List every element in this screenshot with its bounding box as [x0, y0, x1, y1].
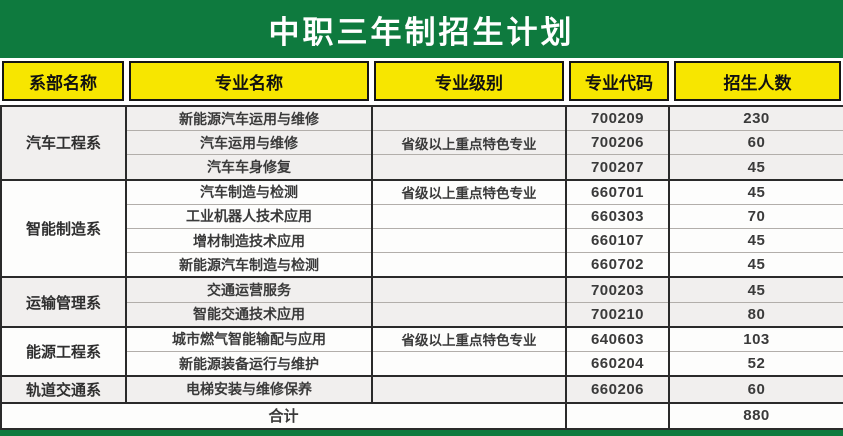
- major-cell: 新能源汽车运用与维修: [125, 105, 372, 132]
- level-cell: [371, 228, 566, 254]
- count-cell: 70: [668, 204, 843, 230]
- bottom-green-strip: [0, 430, 843, 436]
- dept-cell: 汽车工程系: [0, 105, 126, 181]
- code-cell: 700206: [565, 130, 669, 156]
- major-cell: 新能源装备运行与维护: [125, 351, 372, 378]
- major-cell: 增材制造技术应用: [125, 228, 372, 254]
- code-cell: 660701: [565, 179, 669, 205]
- table-row: 新能源汽车制造与检测 660702 45: [1, 252, 843, 279]
- table-row: 智能制造系 汽车制造与检测 省级以上重点特色专业 660701 45: [0, 179, 843, 279]
- table-row: 运输管理系 交通运营服务 700203 45: [0, 277, 843, 328]
- count-cell: 45: [668, 154, 843, 181]
- count-cell: 60: [668, 130, 843, 156]
- table-row: 能源工程系 城市燃气智能输配与应用 省级以上重点特色专业 640603 103: [0, 326, 843, 378]
- table-row: 汽车运用与维修 省级以上重点特色专业 700206 60: [1, 130, 843, 156]
- major-cell: 交通运营服务: [125, 277, 372, 303]
- level-cell: [371, 376, 566, 404]
- enrollment-table: 汽车工程系 新能源汽车运用与维修 700209 230 汽车运用与维修 省级以上…: [0, 105, 843, 431]
- major-cell: 汽车制造与检测: [125, 179, 372, 205]
- code-cell: 660702: [565, 252, 669, 279]
- table-row: 新能源装备运行与维护 660204 52: [1, 351, 843, 378]
- code-cell: 660204: [565, 351, 669, 378]
- major-cell: 智能交通技术应用: [125, 302, 372, 328]
- dept-cell: 智能制造系: [0, 179, 126, 279]
- major-cell: 汽车车身修复: [125, 154, 372, 181]
- level-cell: 省级以上重点特色专业: [371, 179, 566, 205]
- count-cell: 45: [668, 252, 843, 279]
- dept-cell: 轨道交通系: [0, 376, 126, 404]
- count-cell: 103: [668, 326, 843, 353]
- count-cell: 80: [668, 302, 843, 328]
- total-label-cell: 合计: [0, 402, 566, 431]
- header-cell-major: 专业名称: [129, 61, 369, 101]
- count-cell: 230: [668, 105, 843, 132]
- table-row: 增材制造技术应用 660107 45: [1, 228, 843, 254]
- header-cell-department: 系部名称: [2, 61, 124, 101]
- dept-cell: 运输管理系: [0, 277, 126, 328]
- count-cell: 45: [668, 228, 843, 254]
- table-row: 汽车工程系 新能源汽车运用与维修 700209 230: [0, 105, 843, 181]
- level-cell: [371, 252, 566, 279]
- major-cell: 电梯安装与维修保养: [125, 376, 372, 404]
- level-cell: [371, 154, 566, 181]
- count-cell: 52: [668, 351, 843, 378]
- code-cell: 660107: [565, 228, 669, 254]
- header-cell-count: 招生人数: [674, 61, 841, 101]
- table-row: 工业机器人技术应用 660303 70: [1, 204, 843, 230]
- major-cell: 汽车运用与维修: [125, 130, 372, 156]
- page-title: 中职三年制招生计划: [268, 14, 575, 50]
- level-cell: 省级以上重点特色专业: [371, 130, 566, 156]
- header-cell-code: 专业代码: [569, 61, 669, 101]
- count-cell: 45: [668, 179, 843, 205]
- table-row: 智能交通技术应用 700210 80: [1, 302, 843, 328]
- total-code-cell: [565, 402, 669, 431]
- level-cell: [371, 105, 566, 132]
- code-cell: 660206: [565, 376, 669, 404]
- major-cell: 工业机器人技术应用: [125, 204, 372, 230]
- table-row: 汽车车身修复 700207 45: [1, 154, 843, 181]
- code-cell: 700210: [565, 302, 669, 328]
- level-cell: [371, 277, 566, 303]
- code-cell: 700203: [565, 277, 669, 303]
- count-cell: 45: [668, 277, 843, 303]
- code-cell: 700207: [565, 154, 669, 181]
- level-cell: 省级以上重点特色专业: [371, 326, 566, 353]
- level-cell: [371, 302, 566, 328]
- total-row: 合计 880: [0, 402, 843, 431]
- code-cell: 660303: [565, 204, 669, 230]
- total-count-cell: 880: [668, 402, 843, 431]
- code-cell: 700209: [565, 105, 669, 132]
- title-bar: 中职三年制招生计划: [0, 0, 843, 58]
- table-row: 轨道交通系 电梯安装与维修保养 660206 60: [0, 376, 843, 404]
- level-cell: [371, 351, 566, 378]
- level-cell: [371, 204, 566, 230]
- count-cell: 60: [668, 376, 843, 404]
- dept-cell: 能源工程系: [0, 326, 126, 378]
- code-cell: 640603: [565, 326, 669, 353]
- table-header-row: 系部名称 专业名称 专业级别 专业代码 招生人数: [0, 58, 843, 105]
- header-cell-level: 专业级别: [374, 61, 564, 101]
- major-cell: 城市燃气智能输配与应用: [125, 326, 372, 353]
- major-cell: 新能源汽车制造与检测: [125, 252, 372, 279]
